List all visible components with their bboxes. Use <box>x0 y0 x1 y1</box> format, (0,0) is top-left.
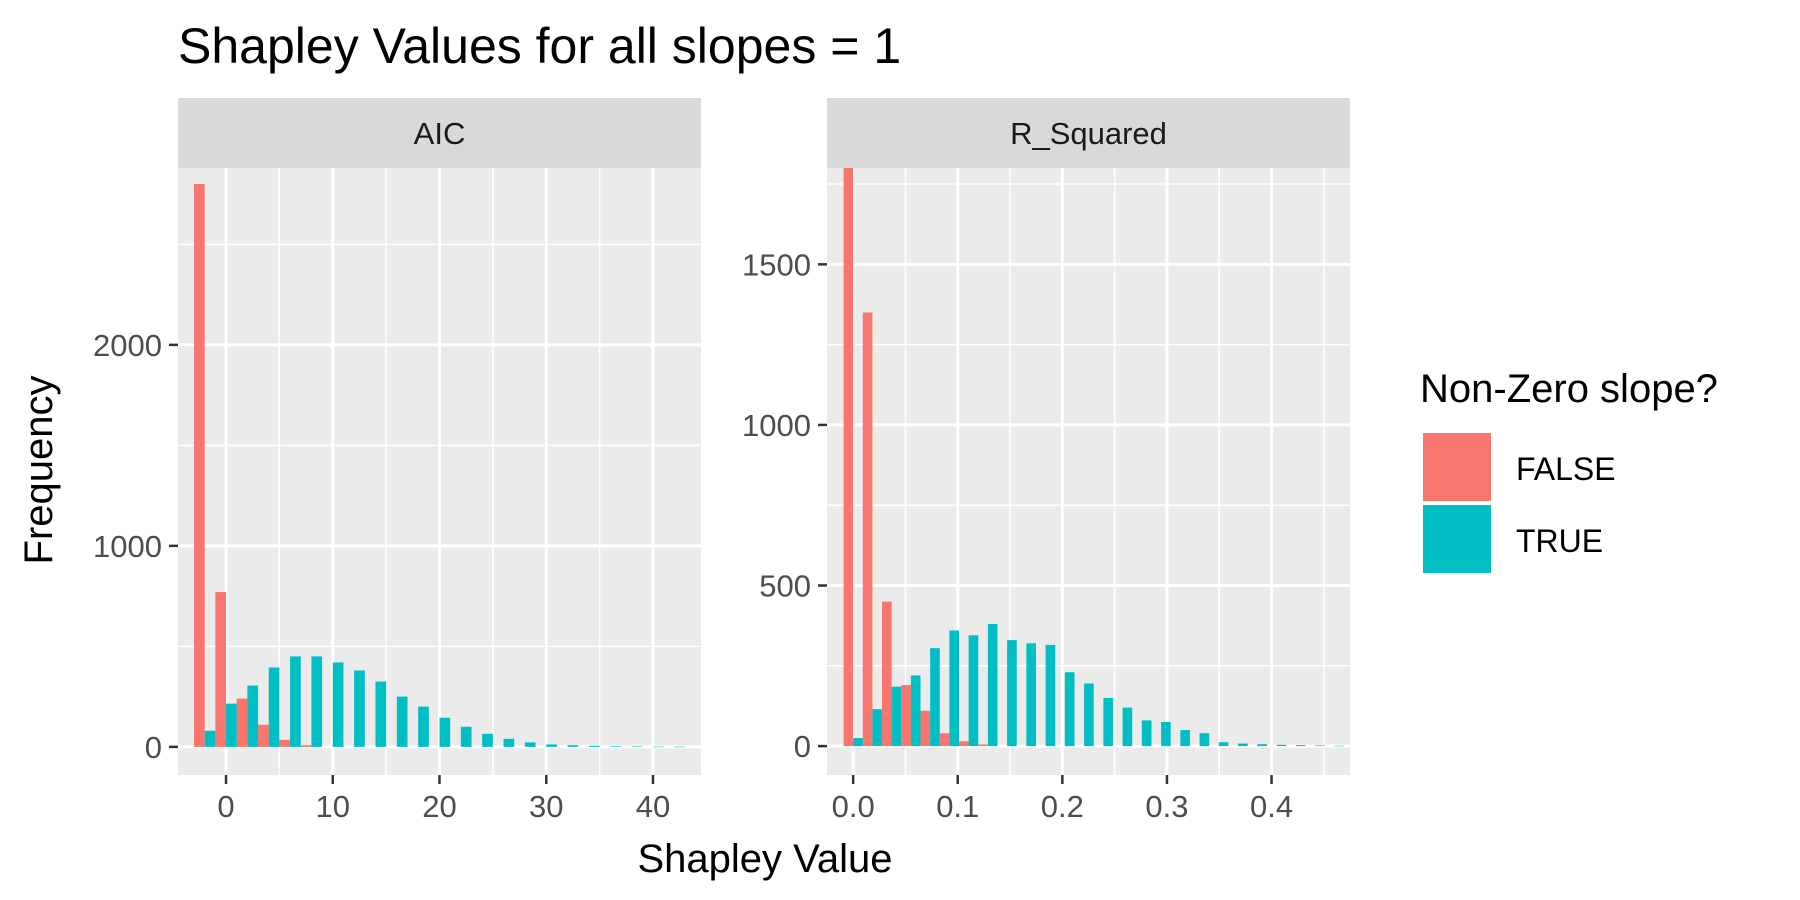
bar-false <box>920 710 931 747</box>
bar-true <box>987 624 998 747</box>
bar-true <box>1199 733 1210 747</box>
x-axis-title: Shapley Value <box>638 837 893 881</box>
bar-true <box>247 685 259 747</box>
bar-true <box>1141 720 1152 747</box>
bar-true <box>1295 745 1306 747</box>
x-tick-label: 20 <box>422 789 456 824</box>
bar-true <box>204 730 216 747</box>
bar-true <box>949 630 960 747</box>
bar-false <box>258 724 269 747</box>
bar-true <box>503 738 515 747</box>
bar-true <box>1257 744 1267 747</box>
y-tick-label: 1500 <box>742 247 811 282</box>
bar-true <box>418 706 429 747</box>
bar-true <box>1064 672 1075 747</box>
bar-true <box>652 746 664 748</box>
bar-true <box>332 662 344 747</box>
bar-false <box>978 744 988 747</box>
legend-title: Non-Zero slope? <box>1420 367 1718 411</box>
bar-true <box>968 635 979 747</box>
bar-false <box>882 601 892 747</box>
x-tick-label: 0.2 <box>1041 789 1084 824</box>
facet-panels: AIC 0 10 20 30 40 0 1000 2000 R_Squared 0.0 0.1 0.2 0… <box>93 98 1350 824</box>
facet-strip-label: AIC <box>414 116 466 151</box>
facet-strip-label: R_Squared <box>1010 116 1167 151</box>
legend-key-true <box>1421 503 1493 575</box>
y-axis-title: Frequency <box>17 376 61 565</box>
bar-true <box>290 656 301 747</box>
bar-true <box>268 667 280 747</box>
bar-false <box>300 745 312 747</box>
facet-strip <box>827 98 1350 168</box>
bar-true <box>610 746 621 747</box>
bar-true <box>1276 744 1287 747</box>
bar-true <box>1161 722 1171 747</box>
bar-false <box>862 312 873 747</box>
y-tick-label: 500 <box>759 569 811 604</box>
legend-key-false <box>1421 431 1493 503</box>
y-tick-label: 2000 <box>93 328 162 363</box>
bar-false <box>939 733 950 747</box>
bar-true <box>482 733 493 747</box>
bar-true <box>546 744 557 747</box>
bar-true <box>1045 644 1056 747</box>
bar-true <box>930 648 940 747</box>
bar-true <box>674 746 685 748</box>
bar-true <box>1315 745 1325 747</box>
x-tick-label: 0.3 <box>1145 789 1188 824</box>
facet-strip <box>178 98 701 168</box>
bar-true <box>1180 730 1190 747</box>
bar-true <box>853 738 863 747</box>
y-tick-label: 1000 <box>742 408 811 443</box>
bar-false <box>215 592 227 747</box>
bar-false <box>901 685 911 747</box>
x-tick-label: 30 <box>529 789 563 824</box>
bar-true <box>567 745 579 747</box>
bar-true <box>872 709 883 747</box>
bar-true <box>396 696 408 747</box>
bar-false <box>236 698 248 747</box>
bar-true <box>439 717 451 747</box>
bar-false <box>959 741 969 747</box>
x-tick-label: 0.1 <box>936 789 979 824</box>
bar-true <box>588 745 600 747</box>
bar-true <box>524 742 536 747</box>
bar-true <box>1026 643 1036 747</box>
x-tick-label: 0.0 <box>832 789 875 824</box>
legend-label-true: TRUE <box>1516 523 1603 559</box>
bar-true <box>1218 742 1229 747</box>
bar-true <box>1122 707 1133 747</box>
bar-true <box>1238 743 1248 747</box>
bar-true <box>1007 640 1017 747</box>
bar-false <box>279 739 291 747</box>
x-tick-label: 40 <box>636 789 670 824</box>
legend-label-false: FALSE <box>1516 451 1616 487</box>
bar-true <box>1334 745 1344 747</box>
x-tick-label: 0 <box>217 789 234 824</box>
x-tick-label: 0.4 <box>1250 789 1293 824</box>
bar-true <box>311 656 323 747</box>
bar-false <box>843 168 854 747</box>
bar-true <box>226 703 237 747</box>
facet-panel-0: AIC 0 10 20 30 40 0 1000 2000 <box>93 98 701 824</box>
bar-true <box>910 675 921 747</box>
bar-true <box>891 686 902 747</box>
x-tick-label: 10 <box>316 789 350 824</box>
chart-title: Shapley Values for all slopes = 1 <box>178 18 901 74</box>
bar-true <box>1103 697 1113 747</box>
bar-true <box>354 670 365 747</box>
facet-panel-1: R_Squared 0.0 0.1 0.2 0.3 0.4 0 500 1000 1500 <box>742 98 1350 824</box>
y-tick-label: 0 <box>794 729 811 764</box>
bar-false <box>194 184 205 747</box>
bar-true <box>375 681 387 747</box>
y-tick-label: 0 <box>145 730 162 765</box>
bar-true <box>1084 683 1094 747</box>
legend: Non-Zero slope? FALSE TRUE <box>1420 367 1718 575</box>
y-tick-label: 1000 <box>93 529 162 564</box>
bar-true <box>631 746 643 747</box>
bar-true <box>460 726 472 747</box>
panel-background <box>827 168 1350 775</box>
